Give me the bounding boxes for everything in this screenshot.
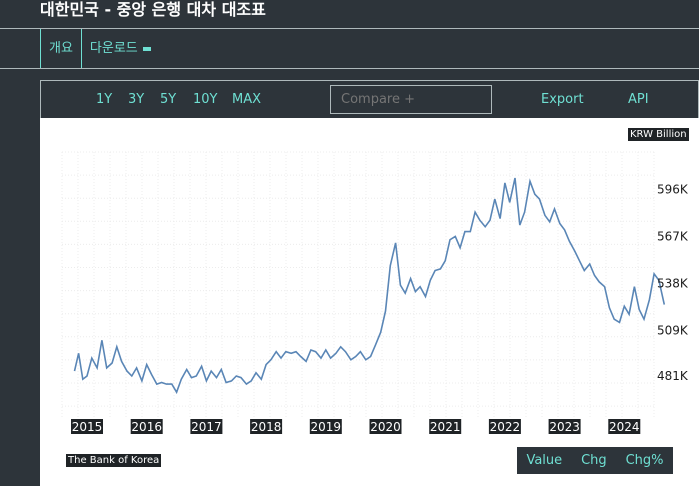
y-tick-label: 481K	[657, 369, 689, 383]
unit-label: KRW Billion	[628, 128, 689, 141]
y-tick-label: 596K	[657, 182, 689, 196]
tab-download[interactable]: 다운로드	[80, 29, 159, 68]
range-1y-button[interactable]: 1Y	[96, 92, 113, 107]
grid	[61, 151, 655, 418]
view-mode-selector: Value Chg Chg%	[517, 447, 673, 474]
series-line	[73, 177, 666, 395]
y-axis-ticks: 481K 509K 538K 567K 596K	[657, 182, 689, 383]
y-tick-label: 538K	[657, 277, 689, 291]
y-tick-label: 567K	[657, 229, 689, 243]
x-tick-background	[548, 419, 581, 434]
tab-download-label: 다운로드	[89, 41, 138, 56]
mode-chg-button[interactable]: Chg	[581, 453, 607, 468]
x-tick-background	[369, 419, 402, 434]
range-max-button[interactable]: MAX	[232, 92, 262, 107]
range-3y-button[interactable]: 3Y	[128, 92, 145, 107]
x-tick-background	[250, 419, 283, 434]
x-tick-label: 2024	[609, 420, 640, 434]
x-tick-background	[309, 419, 342, 434]
tab-overview-label: 개요	[49, 41, 73, 56]
range-5y-button[interactable]: 5Y	[160, 92, 177, 107]
tab-bar: 개요 다운로드	[40, 29, 159, 68]
x-tick-background	[71, 419, 103, 434]
download-icon	[142, 46, 151, 51]
page-title: 대한민국 - 중앙 은행 대차 대조표	[40, 0, 266, 19]
x-tick-label: 2021	[430, 420, 461, 434]
range-10y-button[interactable]: 10Y	[193, 92, 218, 107]
api-button[interactable]: API	[628, 92, 649, 107]
x-tick-label: 2023	[549, 420, 580, 434]
source-label: The Bank of Korea	[66, 454, 162, 467]
x-tick-background	[429, 419, 462, 434]
x-tick-label: 2019	[311, 420, 342, 434]
chart-panel	[40, 80, 699, 486]
x-tick-background	[608, 419, 641, 434]
export-button[interactable]: Export	[541, 92, 584, 107]
x-tick-label: 2018	[251, 420, 282, 434]
x-axis-ticks: 2015 2016 2017 2018 2019 2020 2021 2022 2023 2024	[71, 419, 641, 434]
x-tick-background	[488, 419, 521, 434]
x-tick-label: 2015	[72, 420, 103, 434]
tabs-divider	[0, 68, 699, 69]
mode-value-button[interactable]: Value	[526, 453, 563, 468]
y-tick-label: 509K	[657, 324, 689, 338]
tab-overview[interactable]: 개요	[40, 29, 81, 68]
x-tick-label: 2022	[490, 420, 521, 434]
chart-toolbar: 1Y 3Y 5Y 10Y MAX Export API	[40, 80, 699, 118]
x-tick-background	[190, 419, 223, 434]
compare-input[interactable]	[330, 85, 492, 114]
mode-chgpct-button[interactable]: Chg%	[625, 453, 664, 468]
x-tick-label: 2016	[131, 420, 162, 434]
x-tick-background	[130, 419, 163, 434]
x-tick-label: 2017	[191, 420, 222, 434]
x-tick-label: 2020	[370, 420, 401, 434]
header-divider	[0, 28, 699, 29]
